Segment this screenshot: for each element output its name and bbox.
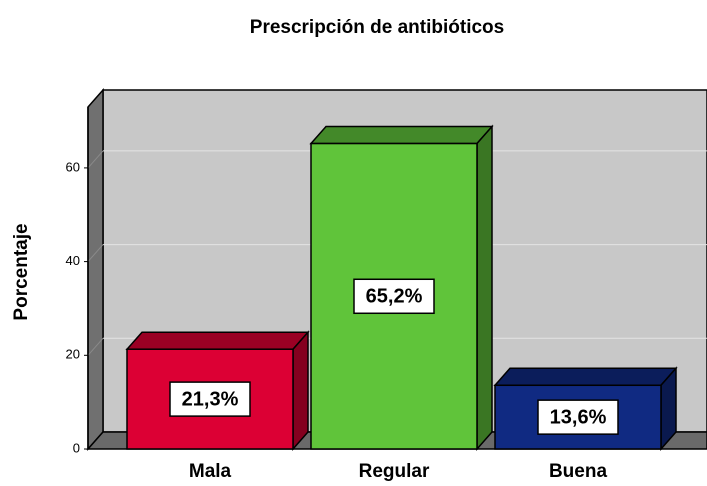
x-tick-label: Mala — [189, 461, 232, 482]
value-label-box — [353, 278, 435, 315]
value-label: 21,3% — [182, 388, 239, 410]
value-label-box — [169, 381, 251, 417]
bar-top — [125, 331, 310, 350]
x-tick-label: Buena — [549, 461, 608, 482]
value-label: 13,6% — [550, 406, 607, 428]
y-tick-label: 60 — [66, 159, 80, 174]
y-tick-label: 20 — [66, 347, 80, 362]
y-tick-label: 0 — [73, 440, 80, 455]
bar-side — [292, 330, 309, 451]
grid-line-side — [87, 244, 104, 262]
bar-top — [309, 125, 494, 145]
y-tick-label: 40 — [66, 253, 80, 268]
grid-line-side — [87, 150, 104, 169]
y-axis-label: Porcentaje — [11, 223, 32, 320]
x-tick-label: Regular — [359, 461, 430, 482]
chart-title: Prescripción de antibióticos — [250, 17, 504, 38]
left-wall — [87, 88, 104, 451]
grid-line-side — [87, 337, 104, 356]
value-label: 65,2% — [366, 286, 423, 308]
bar-top — [493, 367, 678, 387]
value-label-box — [537, 399, 619, 435]
bar-side — [476, 124, 493, 451]
